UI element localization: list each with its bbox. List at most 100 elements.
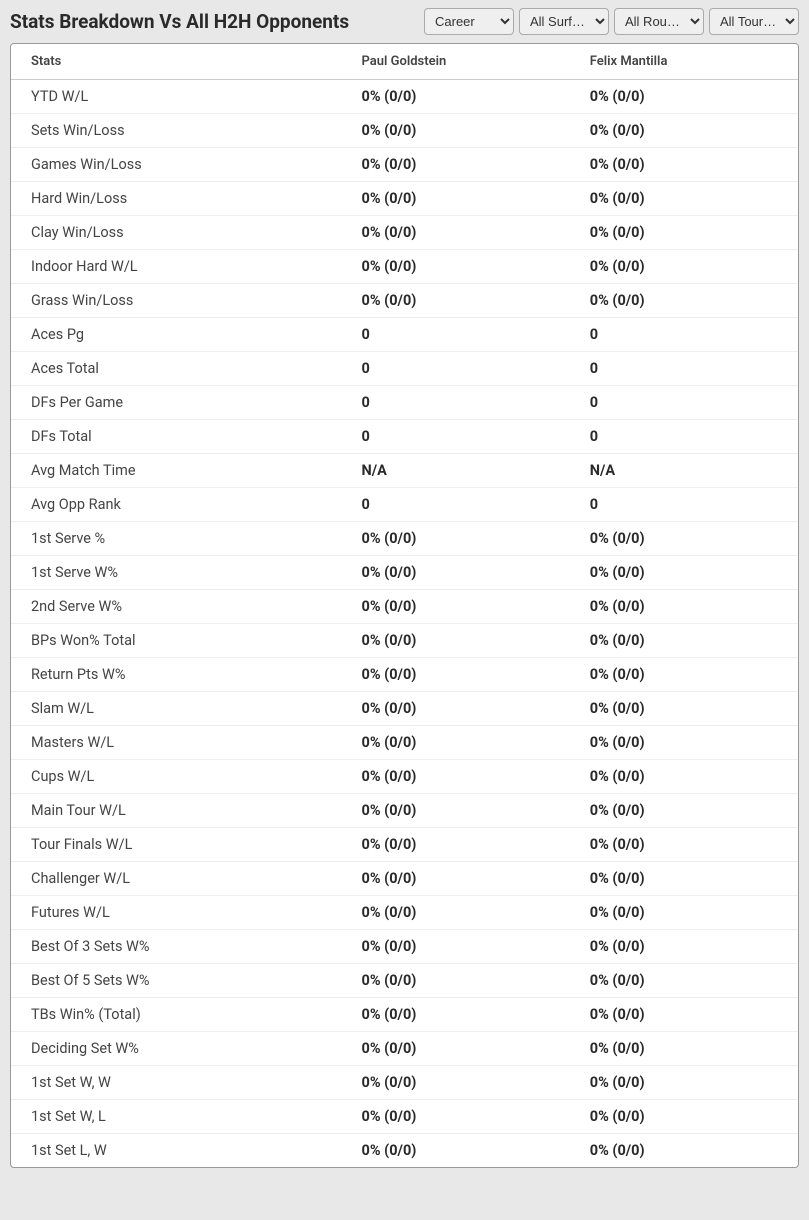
stat-value-player2: 0% (0/0) xyxy=(570,998,798,1032)
table-row: 1st Serve %0% (0/0)0% (0/0) xyxy=(11,522,798,556)
table-row: Clay Win/Loss0% (0/0)0% (0/0) xyxy=(11,216,798,250)
stat-label: DFs Total xyxy=(11,420,342,454)
stat-value-player1: 0% (0/0) xyxy=(342,794,570,828)
stat-label: Games Win/Loss xyxy=(11,148,342,182)
stat-label: Sets Win/Loss xyxy=(11,114,342,148)
table-row: YTD W/L0% (0/0)0% (0/0) xyxy=(11,80,798,114)
stat-value-player2: 0% (0/0) xyxy=(570,250,798,284)
table-row: Games Win/Loss0% (0/0)0% (0/0) xyxy=(11,148,798,182)
stat-label: Hard Win/Loss xyxy=(11,182,342,216)
stat-value-player2: 0 xyxy=(570,318,798,352)
column-header-player2: Felix Mantilla xyxy=(570,44,798,80)
table-row: BPs Won% Total0% (0/0)0% (0/0) xyxy=(11,624,798,658)
table-row: Grass Win/Loss0% (0/0)0% (0/0) xyxy=(11,284,798,318)
stat-value-player2: 0% (0/0) xyxy=(570,930,798,964)
stat-label: Cups W/L xyxy=(11,760,342,794)
filter-round-select[interactable]: All Rou… xyxy=(614,8,704,35)
table-row: Sets Win/Loss0% (0/0)0% (0/0) xyxy=(11,114,798,148)
stats-table: Stats Paul Goldstein Felix Mantilla YTD … xyxy=(11,44,798,1167)
stat-label: YTD W/L xyxy=(11,80,342,114)
stat-value-player2: 0% (0/0) xyxy=(570,522,798,556)
table-row: Avg Match TimeN/AN/A xyxy=(11,454,798,488)
stat-value-player1: 0% (0/0) xyxy=(342,1100,570,1134)
stat-label: 1st Serve % xyxy=(11,522,342,556)
stat-value-player2: 0% (0/0) xyxy=(570,964,798,998)
stat-value-player2: 0% (0/0) xyxy=(570,658,798,692)
stat-value-player2: 0 xyxy=(570,488,798,522)
stat-label: Avg Opp Rank xyxy=(11,488,342,522)
header: Stats Breakdown Vs All H2H Opponents Car… xyxy=(0,0,809,43)
stat-value-player2: 0% (0/0) xyxy=(570,148,798,182)
table-row: 1st Set L, W0% (0/0)0% (0/0) xyxy=(11,1134,798,1168)
stat-label: 1st Set W, L xyxy=(11,1100,342,1134)
table-row: Hard Win/Loss0% (0/0)0% (0/0) xyxy=(11,182,798,216)
stat-value-player2: 0 xyxy=(570,386,798,420)
stat-value-player2: 0% (0/0) xyxy=(570,726,798,760)
stat-value-player2: 0% (0/0) xyxy=(570,80,798,114)
stat-label: Deciding Set W% xyxy=(11,1032,342,1066)
stat-value-player2: 0% (0/0) xyxy=(570,216,798,250)
column-header-player1: Paul Goldstein xyxy=(342,44,570,80)
stat-label: TBs Win% (Total) xyxy=(11,998,342,1032)
stat-value-player1: 0% (0/0) xyxy=(342,760,570,794)
stat-value-player2: 0% (0/0) xyxy=(570,182,798,216)
stat-label: Slam W/L xyxy=(11,692,342,726)
stat-value-player1: 0% (0/0) xyxy=(342,284,570,318)
stats-table-container: Stats Paul Goldstein Felix Mantilla YTD … xyxy=(10,43,799,1168)
stat-value-player1: 0% (0/0) xyxy=(342,896,570,930)
stat-value-player1: 0 xyxy=(342,352,570,386)
stat-value-player2: 0% (0/0) xyxy=(570,1100,798,1134)
stat-value-player2: 0% (0/0) xyxy=(570,896,798,930)
stat-label: Return Pts W% xyxy=(11,658,342,692)
table-row: Slam W/L0% (0/0)0% (0/0) xyxy=(11,692,798,726)
table-row: Futures W/L0% (0/0)0% (0/0) xyxy=(11,896,798,930)
stat-value-player2: 0% (0/0) xyxy=(570,284,798,318)
stat-value-player1: 0% (0/0) xyxy=(342,590,570,624)
stat-label: Futures W/L xyxy=(11,896,342,930)
table-row: Challenger W/L0% (0/0)0% (0/0) xyxy=(11,862,798,896)
table-row: Best Of 5 Sets W%0% (0/0)0% (0/0) xyxy=(11,964,798,998)
filter-tournament-select[interactable]: All Tour… xyxy=(709,8,799,35)
stat-label: BPs Won% Total xyxy=(11,624,342,658)
stat-value-player2: 0 xyxy=(570,352,798,386)
stat-value-player2: 0% (0/0) xyxy=(570,1134,798,1168)
stat-value-player2: 0 xyxy=(570,420,798,454)
filter-surface-select[interactable]: All Surf… xyxy=(519,8,609,35)
stat-value-player2: 0% (0/0) xyxy=(570,828,798,862)
stat-value-player1: 0% (0/0) xyxy=(342,692,570,726)
stat-label: DFs Per Game xyxy=(11,386,342,420)
stat-value-player2: 0% (0/0) xyxy=(570,114,798,148)
stat-value-player1: 0% (0/0) xyxy=(342,80,570,114)
stat-value-player1: 0 xyxy=(342,420,570,454)
stat-label: Best Of 3 Sets W% xyxy=(11,930,342,964)
table-row: Return Pts W%0% (0/0)0% (0/0) xyxy=(11,658,798,692)
column-header-stats: Stats xyxy=(11,44,342,80)
stat-value-player1: 0% (0/0) xyxy=(342,182,570,216)
table-row: 1st Set W, L0% (0/0)0% (0/0) xyxy=(11,1100,798,1134)
table-row: TBs Win% (Total)0% (0/0)0% (0/0) xyxy=(11,998,798,1032)
filter-time-select[interactable]: Career xyxy=(424,8,514,35)
stat-value-player2: 0% (0/0) xyxy=(570,1032,798,1066)
table-row: 1st Set W, W0% (0/0)0% (0/0) xyxy=(11,1066,798,1100)
stat-value-player1: 0 xyxy=(342,318,570,352)
stat-label: Masters W/L xyxy=(11,726,342,760)
stat-value-player1: 0% (0/0) xyxy=(342,998,570,1032)
stat-label: Indoor Hard W/L xyxy=(11,250,342,284)
stat-value-player2: 0% (0/0) xyxy=(570,590,798,624)
stat-value-player2: 0% (0/0) xyxy=(570,624,798,658)
table-row: Deciding Set W%0% (0/0)0% (0/0) xyxy=(11,1032,798,1066)
stat-value-player2: 0% (0/0) xyxy=(570,556,798,590)
stat-value-player1: 0% (0/0) xyxy=(342,862,570,896)
stat-label: Clay Win/Loss xyxy=(11,216,342,250)
stat-label: Best Of 5 Sets W% xyxy=(11,964,342,998)
stat-label: 2nd Serve W% xyxy=(11,590,342,624)
table-row: 1st Serve W%0% (0/0)0% (0/0) xyxy=(11,556,798,590)
table-row: 2nd Serve W%0% (0/0)0% (0/0) xyxy=(11,590,798,624)
stat-label: Main Tour W/L xyxy=(11,794,342,828)
stat-value-player1: 0% (0/0) xyxy=(342,624,570,658)
stat-value-player1: 0% (0/0) xyxy=(342,964,570,998)
table-row: Masters W/L0% (0/0)0% (0/0) xyxy=(11,726,798,760)
stat-value-player1: 0% (0/0) xyxy=(342,828,570,862)
stat-value-player1: 0% (0/0) xyxy=(342,522,570,556)
stat-value-player1: 0 xyxy=(342,386,570,420)
